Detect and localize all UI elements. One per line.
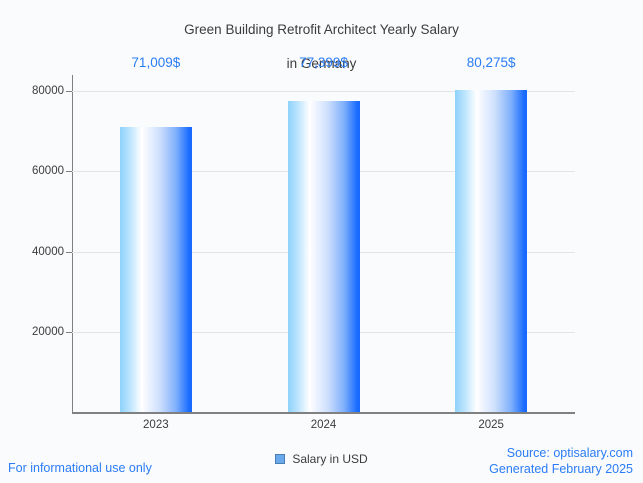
bar-2024[interactable] xyxy=(287,101,360,412)
y-axis-tick-mark xyxy=(66,91,72,93)
y-axis-tick-label: 40000 xyxy=(32,245,64,258)
legend-swatch-icon xyxy=(275,454,286,464)
x-axis-spine xyxy=(72,412,575,414)
footer-source: Source: optisalary.com xyxy=(506,446,633,460)
y-axis-tick-label: 80000 xyxy=(32,85,64,98)
x-axis-tick-label-2024: 2024 xyxy=(310,419,337,431)
y-axis-tick-label: 60000 xyxy=(32,165,64,178)
chart-title-line-1: Green Building Retrofit Architect Yearly… xyxy=(184,22,459,37)
y-axis-spine xyxy=(72,75,73,413)
bar-value-label-2024: 77,399$ xyxy=(299,55,348,70)
x-axis-tick-label-2023: 2023 xyxy=(143,419,169,431)
gridline xyxy=(72,91,575,93)
bar-2025[interactable] xyxy=(455,89,528,412)
y-axis-tick-labels: 20000 40000 60000 80000 xyxy=(0,75,64,413)
plot-area xyxy=(66,75,575,412)
footer-disclaimer: For informational use only xyxy=(8,461,152,475)
bar-2023[interactable] xyxy=(119,127,192,412)
bar-value-label-2023: 71,009$ xyxy=(131,55,181,70)
chart-title-line-2: in Germany xyxy=(286,56,357,71)
y-axis-tick-mark xyxy=(66,171,72,173)
chart-title: Green Building Retrofit Architect Yearly… xyxy=(0,4,643,89)
y-axis-tick-label: 20000 xyxy=(32,325,64,338)
footer-source-block: Source: optisalary.com Generated Februar… xyxy=(489,445,633,477)
chart-legend: Salary in USD xyxy=(0,452,643,466)
y-axis-tick-mark xyxy=(66,251,72,253)
x-axis-tick-label-2025: 2025 xyxy=(478,419,504,431)
y-axis-tick-mark xyxy=(66,331,72,333)
legend-item-label: Salary in USD xyxy=(292,452,368,466)
bar-value-label-2025: 80,275$ xyxy=(466,55,516,70)
footer-generated-date: Generated February 2025 xyxy=(489,462,633,476)
